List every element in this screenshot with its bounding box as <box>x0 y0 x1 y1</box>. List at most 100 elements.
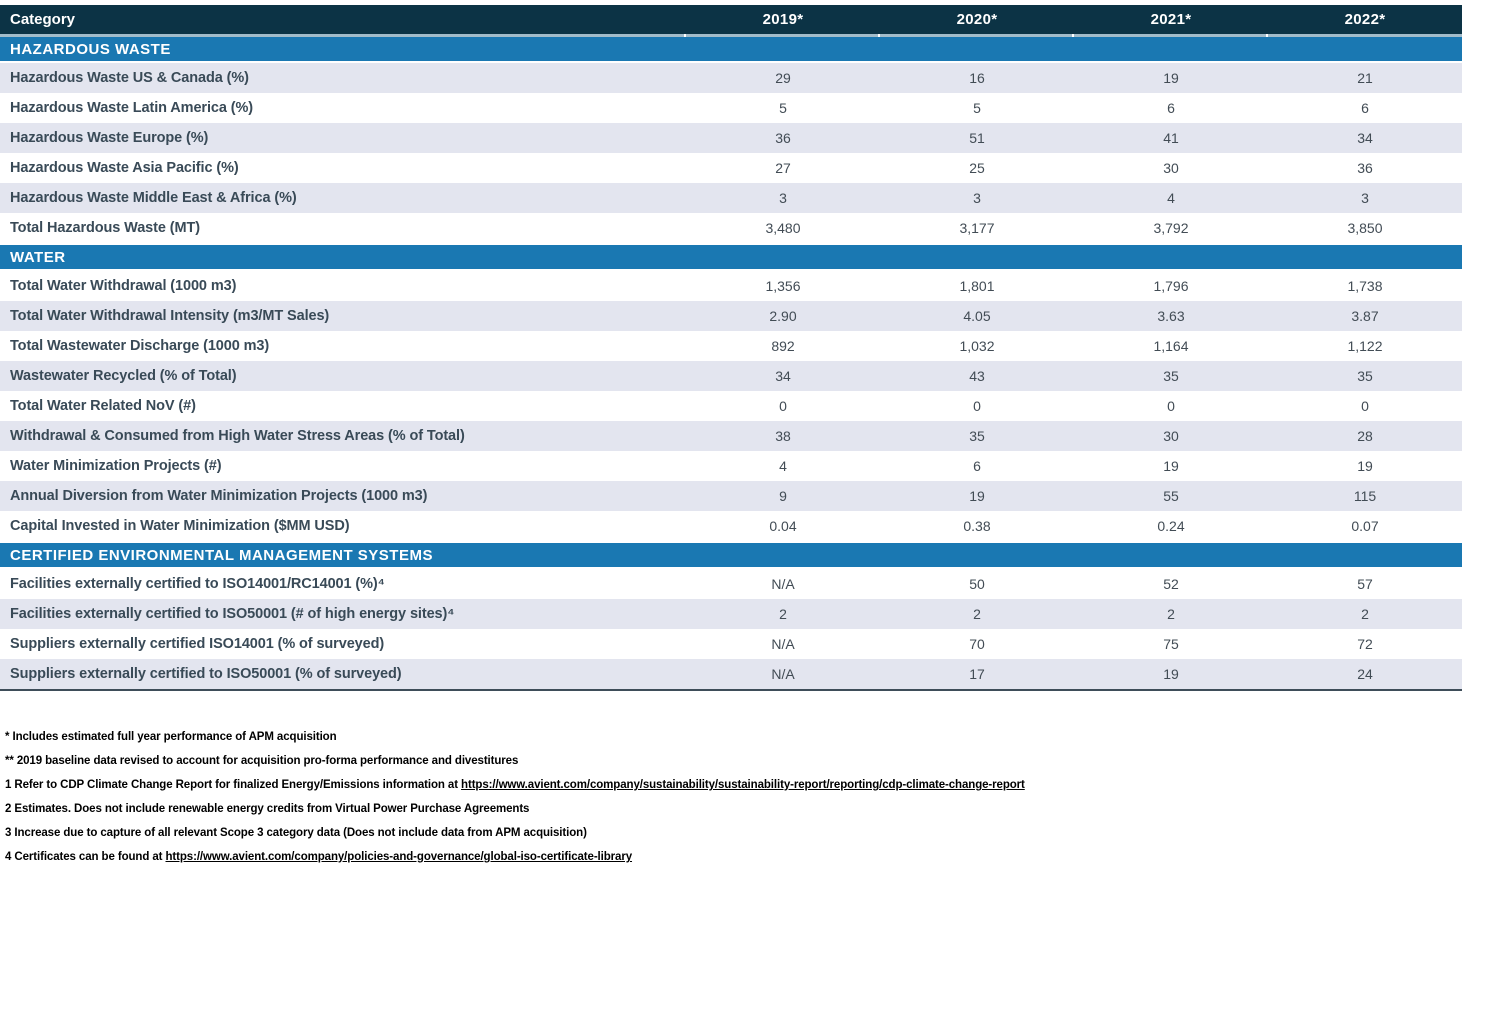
row-value: 52 <box>1163 576 1179 592</box>
footnote-link[interactable]: https://www.avient.com/company/sustainab… <box>461 779 1025 791</box>
row-value: 3 <box>973 190 981 206</box>
row-value: 36 <box>775 130 791 146</box>
column-header-year-4: 2022* <box>1344 11 1386 28</box>
row-value: 1,796 <box>1153 278 1189 294</box>
row-value: 41 <box>1163 130 1179 146</box>
header-divider-segment <box>686 34 878 37</box>
row-value: N/A <box>771 666 795 682</box>
table-row: Withdrawal & Consumed from High Water St… <box>0 421 1462 451</box>
section-header-certified-environmental-management-systems: CERTIFIED ENVIRONMENTAL MANAGEMENT SYSTE… <box>0 543 1462 567</box>
footnote-text: ** 2019 baseline data revised to account… <box>5 755 519 767</box>
table-row: Capital Invested in Water Minimization (… <box>0 511 1462 541</box>
row-label: Facilities externally certified to ISO50… <box>10 606 455 622</box>
row-label: Capital Invested in Water Minimization (… <box>10 518 350 534</box>
row-label: Hazardous Waste Europe (%) <box>10 130 209 146</box>
row-value: 2 <box>779 606 787 622</box>
row-value: 2.90 <box>769 308 797 324</box>
row-label: Facilities externally certified to ISO14… <box>10 576 385 592</box>
row-value: 3.87 <box>1351 308 1379 324</box>
row-value: 3.63 <box>1157 308 1185 324</box>
row-value: 30 <box>1163 160 1179 176</box>
footnote-link[interactable]: https://www.avient.com/company/policies-… <box>165 851 633 863</box>
table-row: Total Wastewater Discharge (1000 m3) 892 1… <box>0 331 1462 361</box>
row-value: 72 <box>1357 636 1373 652</box>
row-value: 19 <box>1163 458 1179 474</box>
row-value: 19 <box>1357 458 1373 474</box>
row-label: Suppliers externally certified ISO14001 … <box>10 636 385 652</box>
row-label: Total Water Related NoV (#) <box>10 398 196 414</box>
row-value: 3,850 <box>1347 220 1383 236</box>
row-value: 0.38 <box>963 518 991 534</box>
table-row: Total Water Withdrawal Intensity (m3/MT … <box>0 301 1462 331</box>
row-value: 2 <box>1167 606 1175 622</box>
row-value: 5 <box>779 100 787 116</box>
row-value: 34 <box>775 368 791 384</box>
footnote-text: 2 Estimates. Does not include renewable … <box>5 803 530 815</box>
row-value: 4 <box>779 458 787 474</box>
row-value: 4 <box>1167 190 1175 206</box>
row-value: 30 <box>1163 428 1179 444</box>
header-divider-segment <box>1268 34 1462 37</box>
row-value: 19 <box>1163 666 1179 682</box>
table-row: Hazardous Waste Middle East & Africa (%)… <box>0 183 1462 213</box>
row-value: 27 <box>775 160 791 176</box>
header-divider <box>0 34 1462 37</box>
footnote-text: 4 Certificates can be found at <box>5 851 166 863</box>
footnote-line: * Includes estimated full year performan… <box>5 725 1494 749</box>
footnote-text: * Includes estimated full year performan… <box>5 731 337 743</box>
column-header-category: Category <box>10 11 76 28</box>
row-value: 19 <box>1163 70 1179 86</box>
row-value: 5 <box>973 100 981 116</box>
table-row: Total Hazardous Waste (MT) 3,480 3,177 3,79… <box>0 213 1462 243</box>
row-value: 17 <box>969 666 985 682</box>
table-row: Facilities externally certified to ISO50… <box>0 599 1462 629</box>
row-value: 0.07 <box>1351 518 1379 534</box>
row-label: Hazardous Waste Asia Pacific (%) <box>10 160 239 176</box>
table-body: HAZARDOUS WASTE Hazardous Waste US & Cana… <box>0 37 1462 689</box>
section-header-hazardous-waste: HAZARDOUS WASTE <box>0 37 1462 61</box>
row-value: 6 <box>1361 100 1369 116</box>
column-header-year-3: 2021* <box>1150 11 1192 28</box>
environmental-data-table: Category 2019* 2020* 2021* 2022* HAZARDO… <box>0 5 1462 691</box>
row-value: 19 <box>969 488 985 504</box>
header-divider-segment <box>1074 34 1266 37</box>
row-label: Hazardous Waste Middle East & Africa (%) <box>10 190 297 206</box>
row-value: 3 <box>779 190 787 206</box>
row-value: 2 <box>973 606 981 622</box>
column-header-year-2: 2020* <box>956 11 998 28</box>
row-value: 115 <box>1353 488 1377 504</box>
table-row: Total Water Withdrawal (1000 m3) 1,356 1,8… <box>0 271 1462 301</box>
row-value: 16 <box>969 70 985 86</box>
table-row: Hazardous Waste Asia Pacific (%) 27 25 30 36 <box>0 153 1462 183</box>
table-row: Water Minimization Projects (#) 4 6 19 19 <box>0 451 1462 481</box>
row-value: 4.05 <box>963 308 991 324</box>
row-value: 6 <box>1167 100 1175 116</box>
row-value: 1,801 <box>959 278 995 294</box>
row-label: Withdrawal & Consumed from High Water St… <box>10 428 465 444</box>
table-row: Suppliers externally certified ISO14001 … <box>0 629 1462 659</box>
row-value: 3,177 <box>959 220 995 236</box>
footnote-text: 1 Refer to CDP Climate Change Report for… <box>5 779 462 791</box>
row-label: Wastewater Recycled (% of Total) <box>10 368 237 384</box>
row-value: 0.04 <box>769 518 797 534</box>
section-header-water: WATER <box>0 245 1462 269</box>
footnote-line: 4 Certificates can be found at https://w… <box>5 845 1494 869</box>
section-title: HAZARDOUS WASTE <box>10 40 171 58</box>
row-value: 51 <box>969 130 985 146</box>
table-row: Suppliers externally certified to ISO500… <box>0 659 1462 689</box>
table-row: Hazardous Waste Latin America (%) 5 5 6 6 <box>0 93 1462 123</box>
row-value: 0 <box>973 398 981 414</box>
footnote-line: 3 Increase due to capture of all relevan… <box>5 821 1494 845</box>
report-page: Category 2019* 2020* 2021* 2022* HAZARDO… <box>0 5 1494 1017</box>
header-divider-segment <box>0 34 684 37</box>
row-label: Hazardous Waste Latin America (%) <box>10 100 253 116</box>
table-row: Annual Diversion from Water Minimization… <box>0 481 1462 511</box>
row-value: 70 <box>969 636 985 652</box>
row-value: 29 <box>775 70 791 86</box>
row-value: N/A <box>771 636 795 652</box>
table-row: Facilities externally certified to ISO14… <box>0 569 1462 599</box>
section-title: WATER <box>10 248 66 266</box>
row-value: 9 <box>779 488 787 504</box>
row-value: 75 <box>1163 636 1179 652</box>
row-value: 3 <box>1361 190 1369 206</box>
